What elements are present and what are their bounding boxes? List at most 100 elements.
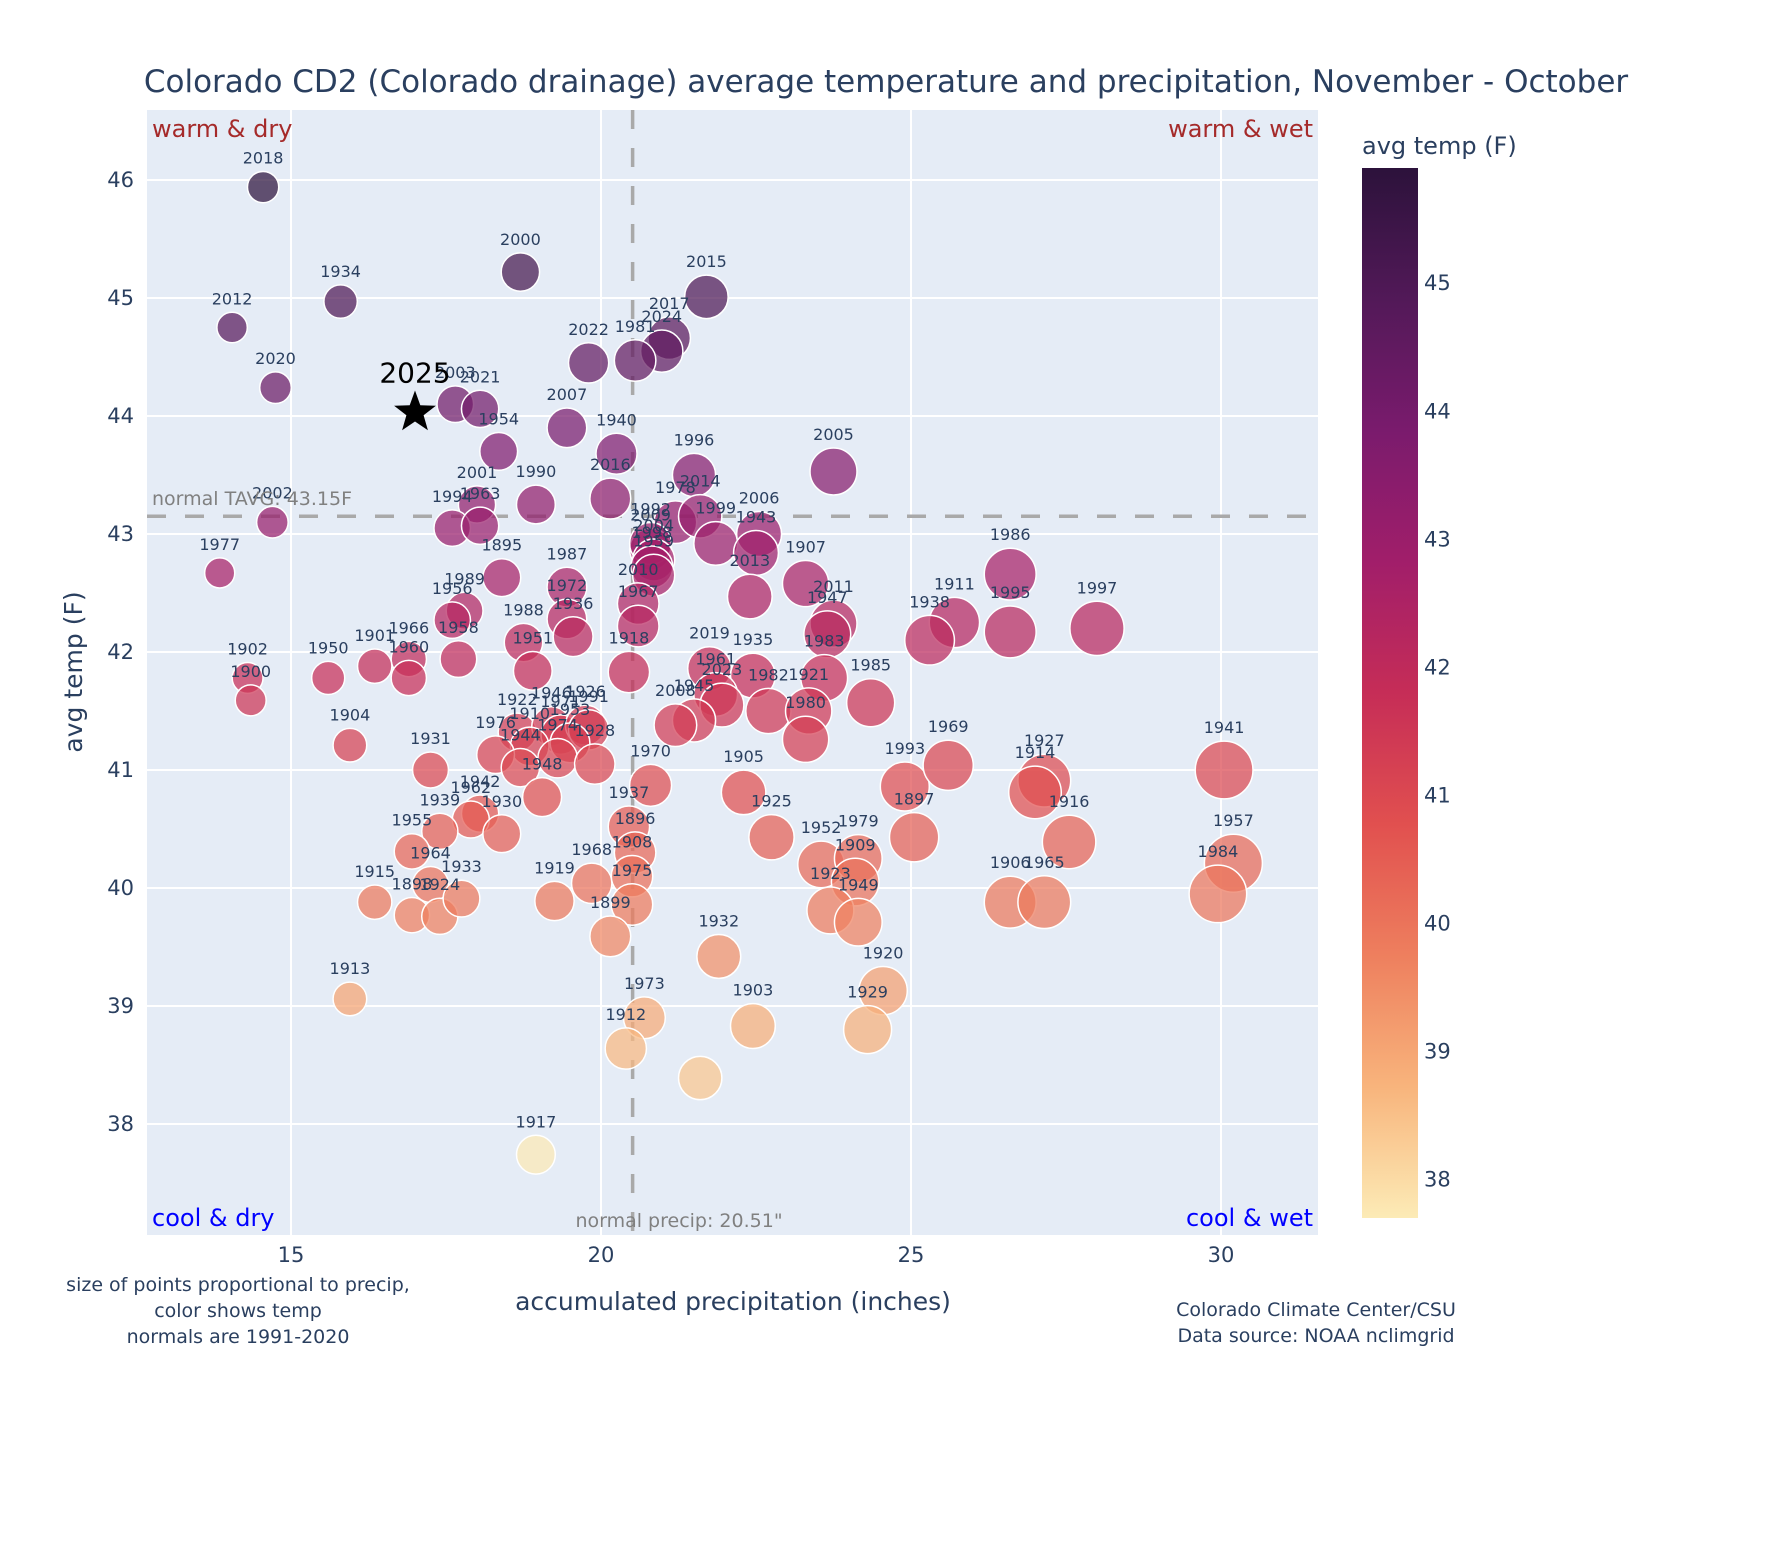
point-label: 1999	[695, 499, 736, 518]
data-point-1916	[1041, 814, 1097, 870]
data-point-2007	[546, 407, 588, 449]
point-label: 2018	[243, 148, 284, 167]
point-label: 1967	[618, 582, 659, 601]
point-label: 1981	[615, 317, 656, 336]
quadrant-label-cool-dry: cool & dry	[152, 1204, 275, 1232]
point-label: 1993	[884, 739, 925, 758]
point-label: 1922	[497, 690, 538, 709]
point-label: 2014	[680, 472, 721, 491]
colorbar-tick-label: 42	[1424, 655, 1451, 679]
quadrant-label-cool-wet: cool & wet	[1186, 1204, 1313, 1232]
data-point-1941	[1194, 740, 1254, 800]
point-label: 1966	[388, 618, 429, 637]
point-label: 1972	[547, 576, 588, 595]
y-tick-label: 40	[107, 876, 134, 900]
data-point-1967	[616, 604, 660, 648]
point-label: 1941	[1204, 718, 1245, 737]
data-point-1903	[729, 1002, 777, 1050]
data-point-1931	[411, 751, 450, 789]
point-label: 1949	[838, 875, 879, 894]
data-point-1981	[613, 339, 657, 383]
data-point-1938	[904, 614, 956, 666]
point-label: 1973	[624, 974, 665, 993]
point-label: 1992	[630, 499, 671, 518]
y-tick-label: 41	[107, 758, 134, 782]
colorbar-title: avg temp (F)	[1362, 132, 1517, 160]
colorbar	[1362, 168, 1418, 1218]
point-label: 2016	[590, 455, 631, 474]
point-label: 1945	[674, 676, 715, 695]
y-tick-label: 43	[107, 522, 134, 546]
colorbar-ticks: 38 39 40 41 42 43 44 45	[1424, 271, 1451, 1191]
y-axis-title: avg temp (F)	[59, 591, 88, 752]
point-label: 2022	[568, 320, 609, 339]
note-right-line-1: Colorado Climate Center/CSU	[1176, 1299, 1456, 1321]
y-tick-label: 39	[107, 994, 134, 1018]
point-label: 1977	[199, 535, 240, 554]
x-axis-title: accumulated precipitation (inches)	[515, 1287, 951, 1316]
point-label: 1917	[516, 1112, 557, 1131]
point-label: 1916	[1049, 792, 1090, 811]
quadrant-label-warm-dry: warm & dry	[152, 115, 292, 143]
point-label: 1984	[1198, 842, 1239, 861]
point-label: 2003	[435, 363, 476, 382]
data-point-1963	[460, 506, 500, 546]
note-right: Colorado Climate Center/CSU Data source:…	[1176, 1299, 1456, 1347]
point-label: 2023	[702, 660, 743, 679]
point-label: 2001	[457, 463, 498, 482]
colorbar-tick-label: 45	[1424, 271, 1451, 295]
point-label: 1925	[751, 792, 792, 811]
point-label: 2024	[641, 307, 682, 326]
point-label: 2009	[630, 505, 671, 524]
reference-lines	[147, 110, 1318, 1235]
data-point-1933	[442, 879, 481, 918]
normal-temp-label: normal TAVG: 43.15F	[152, 488, 352, 510]
data-point-1949	[833, 897, 883, 947]
point-label: 1998	[631, 523, 672, 542]
point-label: 1950	[308, 638, 349, 657]
point-label: 2002	[252, 483, 293, 502]
x-tick-label: 25	[898, 1243, 925, 1267]
point-label: 1987	[547, 544, 588, 563]
data-point-1960	[390, 659, 428, 697]
point-label: 1957	[1213, 811, 1254, 830]
data-point-2002	[255, 505, 289, 539]
point-label: 1961	[695, 650, 736, 669]
colorbar-tick-label: 38	[1424, 1168, 1451, 1192]
data-point-2018	[246, 170, 280, 204]
point-label: 1956	[432, 579, 473, 598]
point-label: 1918	[609, 628, 650, 647]
data-point-1901	[356, 648, 393, 685]
x-tick-label: 20	[588, 1243, 615, 1267]
point-label: 1924	[419, 875, 460, 894]
point-label: 1908	[612, 832, 653, 851]
point-label: 2019	[689, 624, 730, 643]
point-label: 2007	[547, 385, 588, 404]
point-label: 1919	[534, 858, 575, 877]
x-axis-ticks: 15 20 25 30	[278, 1243, 1235, 1267]
data-point-1954	[479, 431, 519, 472]
point-label: 1954	[478, 410, 519, 429]
point-label: 1933	[441, 857, 482, 876]
highlight-2025: 2025	[379, 356, 451, 431]
point-label: 2013	[729, 551, 770, 570]
data-point-2015	[683, 274, 729, 320]
point-label: 1962	[450, 778, 491, 797]
point-label: 1928	[574, 721, 615, 740]
data-point-2016	[589, 477, 632, 520]
point-label: 1906	[990, 853, 1031, 872]
point-label: 2012	[212, 289, 253, 308]
highlight-label: 2025	[379, 356, 450, 389]
data-point-2021	[460, 389, 500, 429]
quadrant-label-warm-wet: warm & wet	[1168, 115, 1313, 143]
star-marker-icon	[394, 390, 436, 431]
point-label: 1988	[503, 600, 544, 619]
point-label: 1911	[934, 574, 975, 593]
data-point-1975	[610, 883, 654, 926]
point-label: 2011	[813, 577, 854, 596]
data-point-1900	[234, 684, 267, 717]
point-label: 1947	[807, 588, 848, 607]
data-point-2022	[567, 342, 610, 384]
point-label: 1930	[481, 792, 522, 811]
y-tick-label: 44	[107, 404, 134, 428]
